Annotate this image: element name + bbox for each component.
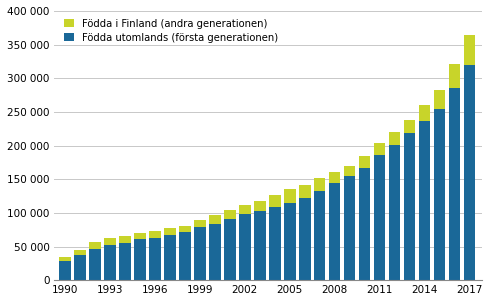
Bar <box>344 166 355 176</box>
Bar <box>404 120 415 133</box>
Bar <box>119 236 131 243</box>
Bar <box>464 65 475 280</box>
Bar <box>254 201 266 211</box>
Bar <box>209 224 220 280</box>
Bar <box>269 207 280 280</box>
Bar <box>434 108 445 280</box>
Bar <box>389 145 401 280</box>
Bar <box>314 178 326 191</box>
Bar <box>89 249 101 280</box>
Bar <box>404 133 415 280</box>
Bar <box>344 176 355 280</box>
Bar <box>194 227 206 280</box>
Bar <box>74 255 85 280</box>
Bar <box>224 210 236 219</box>
Bar <box>269 195 280 207</box>
Bar <box>314 191 326 280</box>
Bar <box>284 204 296 280</box>
Bar <box>179 226 191 233</box>
Bar <box>164 235 176 280</box>
Bar <box>134 239 146 280</box>
Bar <box>194 220 206 227</box>
Bar <box>284 189 296 204</box>
Bar <box>449 64 461 88</box>
Bar <box>329 183 340 280</box>
Bar <box>329 172 340 183</box>
Bar <box>389 132 401 145</box>
Legend: Födda i Finland (andra generationen), Födda utomlands (första generationen): Födda i Finland (andra generationen), Fö… <box>63 19 278 43</box>
Bar <box>299 198 310 280</box>
Bar <box>449 88 461 280</box>
Bar <box>359 168 371 280</box>
Bar <box>239 205 250 214</box>
Bar <box>239 214 250 280</box>
Bar <box>89 243 101 249</box>
Bar <box>149 231 161 238</box>
Bar <box>464 35 475 65</box>
Bar <box>434 90 445 108</box>
Bar <box>134 233 146 239</box>
Bar <box>149 238 161 280</box>
Bar <box>59 261 71 280</box>
Bar <box>59 257 71 261</box>
Bar <box>419 121 431 280</box>
Bar <box>209 215 220 224</box>
Bar <box>74 250 85 255</box>
Bar <box>224 219 236 280</box>
Bar <box>374 143 385 155</box>
Bar <box>119 243 131 280</box>
Bar <box>104 245 115 280</box>
Bar <box>254 211 266 280</box>
Bar <box>104 239 115 245</box>
Bar <box>359 156 371 168</box>
Bar <box>419 105 431 121</box>
Bar <box>164 228 176 235</box>
Bar <box>299 185 310 198</box>
Bar <box>179 233 191 280</box>
Bar <box>374 155 385 280</box>
